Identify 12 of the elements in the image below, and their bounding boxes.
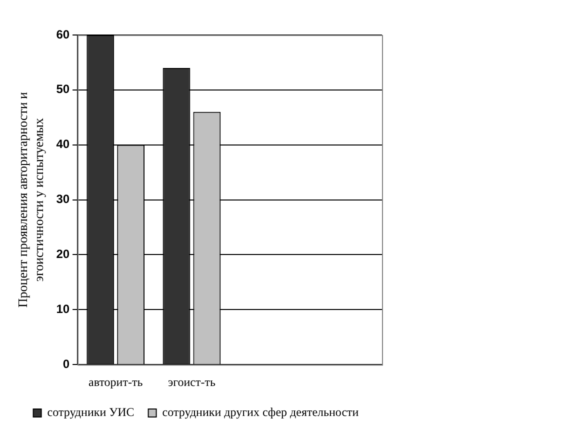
y-tick-label: 60 [56, 27, 70, 42]
legend-label: сотрудники других сфер деятельности [162, 405, 360, 420]
y-tick-label: 20 [56, 247, 70, 262]
y-tick-label: 40 [56, 137, 70, 152]
legend-label: сотрудники УИС [47, 405, 134, 420]
x-tick-label: эгоист-ть [168, 374, 216, 389]
y-tick-label: 10 [56, 302, 70, 316]
y-tick-label: 0 [62, 356, 70, 371]
y-tick-label: 50 [56, 82, 70, 96]
x-tick-label: авторит-ть [88, 374, 144, 389]
y-axis-title: Процент проявления авторитарности и эгоистичности у испытуемых [15, 92, 46, 308]
y-tick-label: 30 [56, 192, 70, 206]
